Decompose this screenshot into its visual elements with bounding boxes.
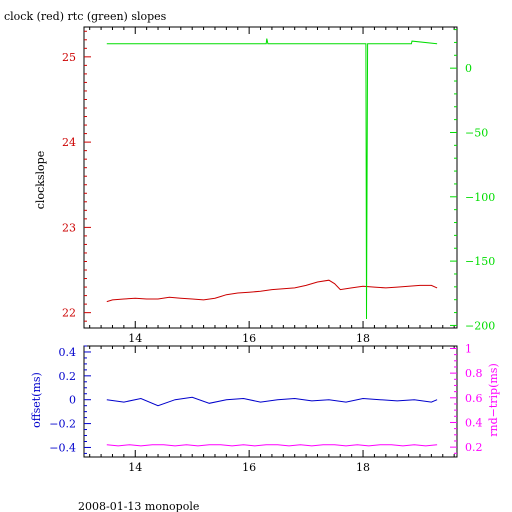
- bottom-x-tick-label: 14: [128, 461, 142, 474]
- top-left-tick-label: 25: [62, 51, 76, 64]
- bottom-x-tick-label: 18: [356, 461, 370, 474]
- bottom-right-tick-label: 0.2: [465, 441, 483, 454]
- top-plot-frame: [83, 26, 458, 329]
- top-left-axis-label: clockslope: [34, 151, 47, 209]
- top-x-tick-label: 16: [242, 332, 256, 345]
- bottom-left-tick-label: 0.4: [59, 346, 77, 359]
- top-right-tick-label: −50: [465, 126, 488, 139]
- top-right-tick-label: −200: [465, 319, 495, 332]
- top-x-tick-label: 18: [356, 332, 370, 345]
- bottom-x-tick-label: 16: [242, 461, 256, 474]
- bottom-right-tick-label: 1: [465, 342, 472, 355]
- top-right-tick-label: −100: [465, 191, 495, 204]
- series-line-offset: [106, 396, 438, 407]
- bottom-panel: 14 16 18 0.4 0.2 0 −0.2 −0.4 1 0.8 0.6 0.4 0.2: [49, 342, 482, 474]
- series-line-rndtrip: [106, 444, 438, 447]
- bottom-right-axis-label: rnd−trip(ms): [487, 363, 500, 437]
- top-panel: 14 16 18 22 23 24 25 0 −50 −100 −150 −200: [62, 26, 495, 345]
- top-left-tick-label: 24: [62, 136, 76, 149]
- series-line-rtc: [106, 38, 438, 320]
- bottom-right-tick-label: 0.8: [465, 367, 483, 380]
- top-left-tick-label: 22: [62, 307, 76, 320]
- bottom-left-tick-label: 0.2: [59, 370, 77, 383]
- top-right-tick-label: −150: [465, 255, 495, 268]
- top-left-tick-label: 23: [62, 221, 76, 234]
- page-title: clock (red) rtc (green) slopes: [4, 10, 167, 23]
- bottom-plot-frame: [83, 345, 458, 458]
- bottom-left-tick-label: 0: [69, 394, 76, 407]
- top-x-tick-label: 14: [128, 332, 142, 345]
- bottom-left-axis-label: offset(ms): [30, 372, 43, 428]
- series-line-clock: [106, 279, 438, 303]
- footer-caption: 2008-01-13 monopole: [78, 500, 199, 512]
- top-right-tick-label: 0: [465, 62, 472, 75]
- bottom-right-tick-label: 0.4: [465, 416, 483, 429]
- bottom-right-tick-label: 0.6: [465, 392, 483, 405]
- bottom-left-tick-label: −0.4: [49, 441, 76, 454]
- bottom-left-tick-label: −0.2: [49, 418, 76, 431]
